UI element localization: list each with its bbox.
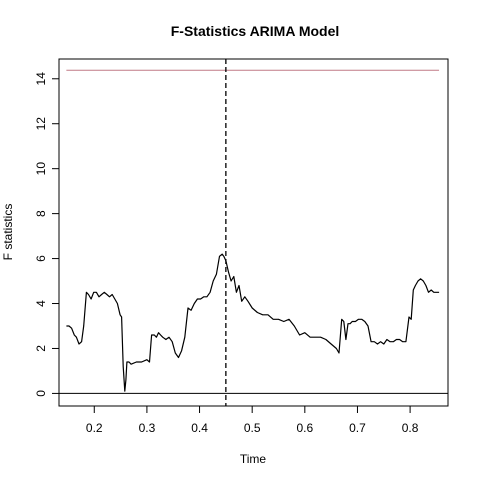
y-axis: 0 2 4 6 8 10 12 14 [34,72,60,397]
x-tick-label: 0.3 [139,421,156,435]
y-tick-label: 2 [34,345,48,352]
y-axis-label: F statistics [1,204,15,261]
x-tick-label: 0.5 [244,421,261,435]
y-tick-label: 4 [34,300,48,307]
x-axis: 0.2 0.3 0.4 0.5 0.6 0.7 0.8 [86,405,419,435]
annotations [59,59,448,406]
y-tick-label: 8 [34,210,48,217]
f-statistic-series-line [66,253,440,392]
y-tick-label: 14 [34,72,48,86]
plot-frame [58,58,449,407]
x-tick-label: 0.2 [86,421,103,435]
x-tick-label: 0.6 [296,421,313,435]
y-tick-label: 0 [34,390,48,397]
x-tick-label: 0.4 [191,421,208,435]
series-layer [66,253,440,392]
y-tick-label: 10 [34,162,48,176]
x-tick-label: 0.7 [349,421,366,435]
y-tick-label: 12 [34,117,48,131]
x-axis-label: Time [240,452,267,466]
y-tick-label: 6 [34,255,48,262]
chart-title: F-Statistics ARIMA Model [171,23,340,39]
x-tick-label: 0.8 [402,421,419,435]
